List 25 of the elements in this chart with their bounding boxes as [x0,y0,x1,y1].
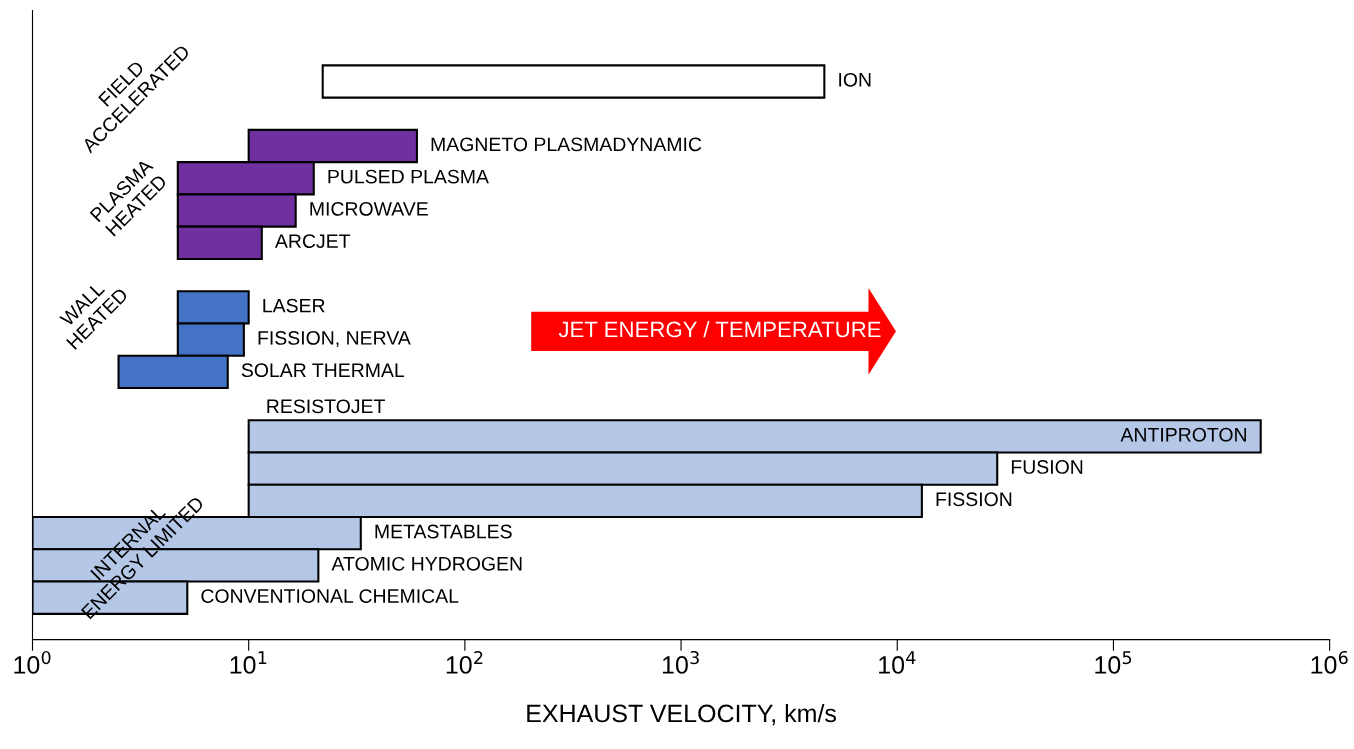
y-tick-label: FISSION [936,492,1012,507]
x-tick-label: 10$^{4}$ [879,651,916,674]
y-tick-label: LASER [263,298,325,313]
y-tick-label: ION [839,72,871,87]
y-tick-label: CONVENTIONAL CHEMICAL [201,589,459,603]
y-tick-label: SOLAR THERMAL [241,363,405,378]
y-tick-label: METASTABLES [375,524,512,539]
annotation: JET ENERGY / TEMPERATURE [558,321,881,338]
y-tick-label: MAGNETO PLASMADYNAMIC [431,137,702,152]
y-tick-label: FUSION [1011,460,1083,474]
x-tick-label: 10$^{1}$ [230,651,267,674]
y-tick-label: FISSION, NERVA [258,331,411,348]
annotation: RESISTOJET [267,399,385,414]
x-axis-title: EXHAUST VELOCITY, km/s [527,703,836,726]
y-tick-label: PULSED PLASMA [328,169,489,184]
x-tick-label: 10$^{6}$ [1311,650,1348,674]
y-tick-label: ARCJET [274,234,351,249]
x-tick-label: 10$^{3}$ [662,650,699,674]
x-tick-label: 10$^{5}$ [1095,651,1132,674]
bar [321,64,826,99]
x-tick-label: 10$^{2}$ [446,650,483,674]
y-tick-label: ATOMIC HYDROGEN [331,556,522,571]
y-tick-label: ANTIPROTON [1120,427,1247,442]
x-tick-label: 10$^{0}$ [14,650,51,674]
y-tick-label: MICROWAVE [310,201,428,216]
